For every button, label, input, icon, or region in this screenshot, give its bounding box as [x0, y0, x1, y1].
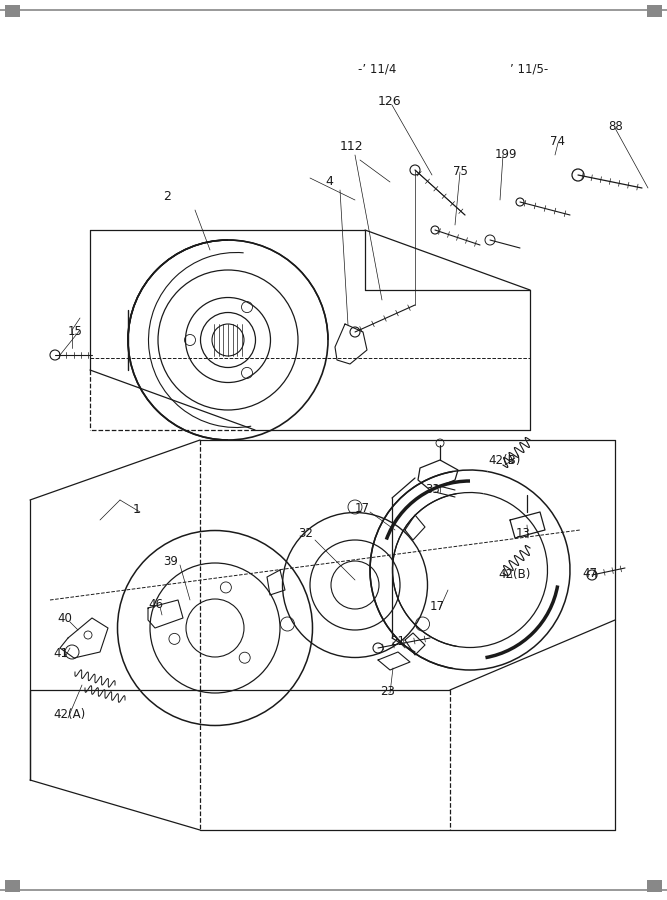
Text: 21: 21	[390, 635, 405, 648]
Text: 42(B): 42(B)	[488, 454, 520, 467]
Text: 41: 41	[53, 647, 68, 660]
Text: 23: 23	[380, 685, 395, 698]
Text: 88: 88	[608, 120, 623, 133]
Text: 75: 75	[453, 165, 468, 178]
Text: 1: 1	[133, 503, 141, 516]
Bar	[5, 880, 20, 892]
Text: 112: 112	[340, 140, 364, 153]
Text: 42(B): 42(B)	[498, 568, 530, 581]
Text: 74: 74	[550, 135, 565, 148]
Text: 39: 39	[163, 555, 178, 568]
Text: 13: 13	[516, 527, 531, 540]
Text: 32: 32	[298, 527, 313, 540]
Text: 40: 40	[57, 612, 72, 625]
Text: 47: 47	[582, 567, 597, 580]
Text: 126: 126	[378, 95, 402, 108]
Text: 15: 15	[68, 325, 83, 338]
Text: 42(A): 42(A)	[53, 708, 85, 721]
Text: ’ 11/5-: ’ 11/5-	[510, 62, 548, 75]
Text: 199: 199	[495, 148, 518, 161]
Bar	[5, 5, 20, 17]
Bar	[647, 5, 662, 17]
Text: 17: 17	[430, 600, 445, 613]
Text: 4: 4	[325, 175, 333, 188]
Text: 33: 33	[425, 483, 440, 496]
Text: 2: 2	[163, 190, 171, 203]
Bar	[647, 880, 662, 892]
Text: 17: 17	[355, 502, 370, 515]
Text: -’ 11/4: -’ 11/4	[358, 62, 396, 75]
Text: 46: 46	[148, 598, 163, 611]
